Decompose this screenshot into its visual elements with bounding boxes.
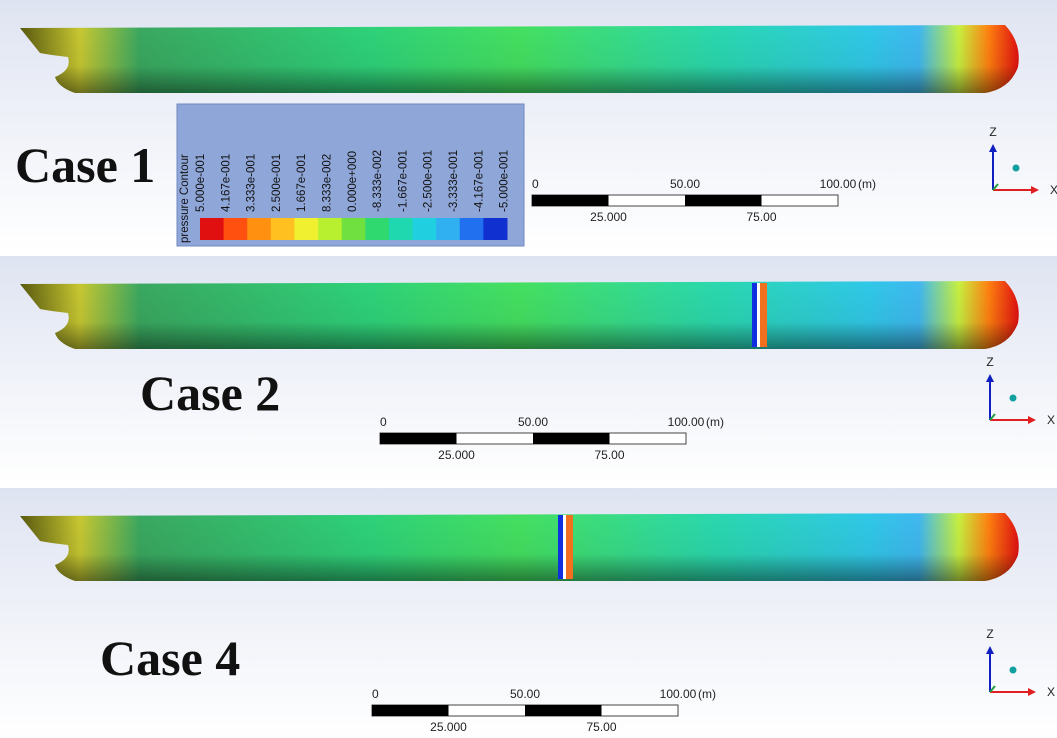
scale-segment [525,705,602,716]
legend-title: pressure Contour [179,154,191,243]
axis-label: Z [986,627,993,641]
scale-label: 0 [532,177,539,191]
axis-label: X [1047,685,1055,699]
scale-label: 50.00 [670,177,700,191]
legend-level: -3.333e-001 [448,150,460,212]
legend-level: -4.167e-001 [473,150,485,212]
scale-label: 25.000 [590,210,627,224]
scale-segment [685,195,762,206]
legend-color-cell [460,218,484,240]
scale-label: 100.00 [820,177,857,191]
legend-level: 1.667e-001 [296,154,308,212]
axis-label: Z [989,125,996,139]
legend-color-cell [271,218,295,240]
case-label: Case 1 [15,137,155,193]
legend-color-cell [318,218,342,240]
pressure-spike-mid [757,283,760,347]
pressure-spike-high [565,515,573,579]
legend-level: 2.500e-001 [271,154,283,212]
scale-label: 100.00 [668,415,705,429]
legend-level: 4.167e-001 [220,154,232,212]
scale-segment [380,433,457,444]
legend-color-cell [389,218,413,240]
legend-level: -8.333e-002 [372,150,384,212]
legend-color-cell [413,218,437,240]
legend-color-cell [342,218,366,240]
legend-level: -2.500e-001 [423,150,435,212]
legend-level: 8.333e-002 [322,154,334,212]
scale-unit: (m) [698,687,716,701]
hull-shade [20,281,1019,349]
legend-level: 0.000e+000 [347,151,359,212]
legend: pressure Contour 5.000e-001 4.167e-001 3.33… [177,104,524,246]
legend-level: 5.000e-001 [195,154,207,212]
axis-dot [1010,395,1017,402]
legend-color-cell [365,218,389,240]
legend-level: -5.000e-001 [499,150,511,212]
scale-label: 75.00 [586,720,616,734]
legend-color-cell [436,218,460,240]
hull-shade [20,25,1019,93]
scale-label: 0 [380,415,387,429]
scale-segment [372,705,449,716]
panel: Case 2 0 50.00 100.00(m) 25.000 75.00 Z X [0,256,1057,484]
axis-dot [1013,165,1020,172]
scale-label: 25.000 [438,448,475,462]
scale-label: 75.00 [746,210,776,224]
panel: Case 1 0 50.00 100.00(m) 25.000 75.00 Z X [0,0,1057,250]
scale-label: 100.00 [660,687,697,701]
hull-shade [20,513,1019,581]
scale-segment [532,195,609,206]
legend-color-cell [200,218,224,240]
legend-color-cell [483,218,507,240]
legend-color-cell [294,218,318,240]
scale-unit: (m) [858,177,876,191]
scale-label: 50.00 [510,687,540,701]
axis-label: X [1047,413,1055,427]
legend-level: -1.667e-001 [397,150,409,212]
legend-level: 3.333e-001 [246,154,258,212]
pressure-spike-mid [563,515,566,579]
axis-label: Z [986,355,993,369]
legend-color-cell [247,218,271,240]
scale-label: 75.00 [594,448,624,462]
axis-dot [1010,667,1017,674]
legend-color-cell [224,218,248,240]
panel: Case 4 0 50.00 100.00(m) 25.000 75.00 Z X [0,488,1057,738]
pressure-spike-high [759,283,767,347]
scale-label: 0 [372,687,379,701]
scale-label: 50.00 [518,415,548,429]
scale-segment [533,433,610,444]
figure: Case 1050.00100.00(m)25.00075.00ZXCase 2… [0,0,1057,738]
scale-unit: (m) [706,415,724,429]
axis-label: X [1050,183,1057,197]
scale-label: 25.000 [430,720,467,734]
case-label: Case 4 [100,630,240,686]
case-label: Case 2 [140,365,280,421]
